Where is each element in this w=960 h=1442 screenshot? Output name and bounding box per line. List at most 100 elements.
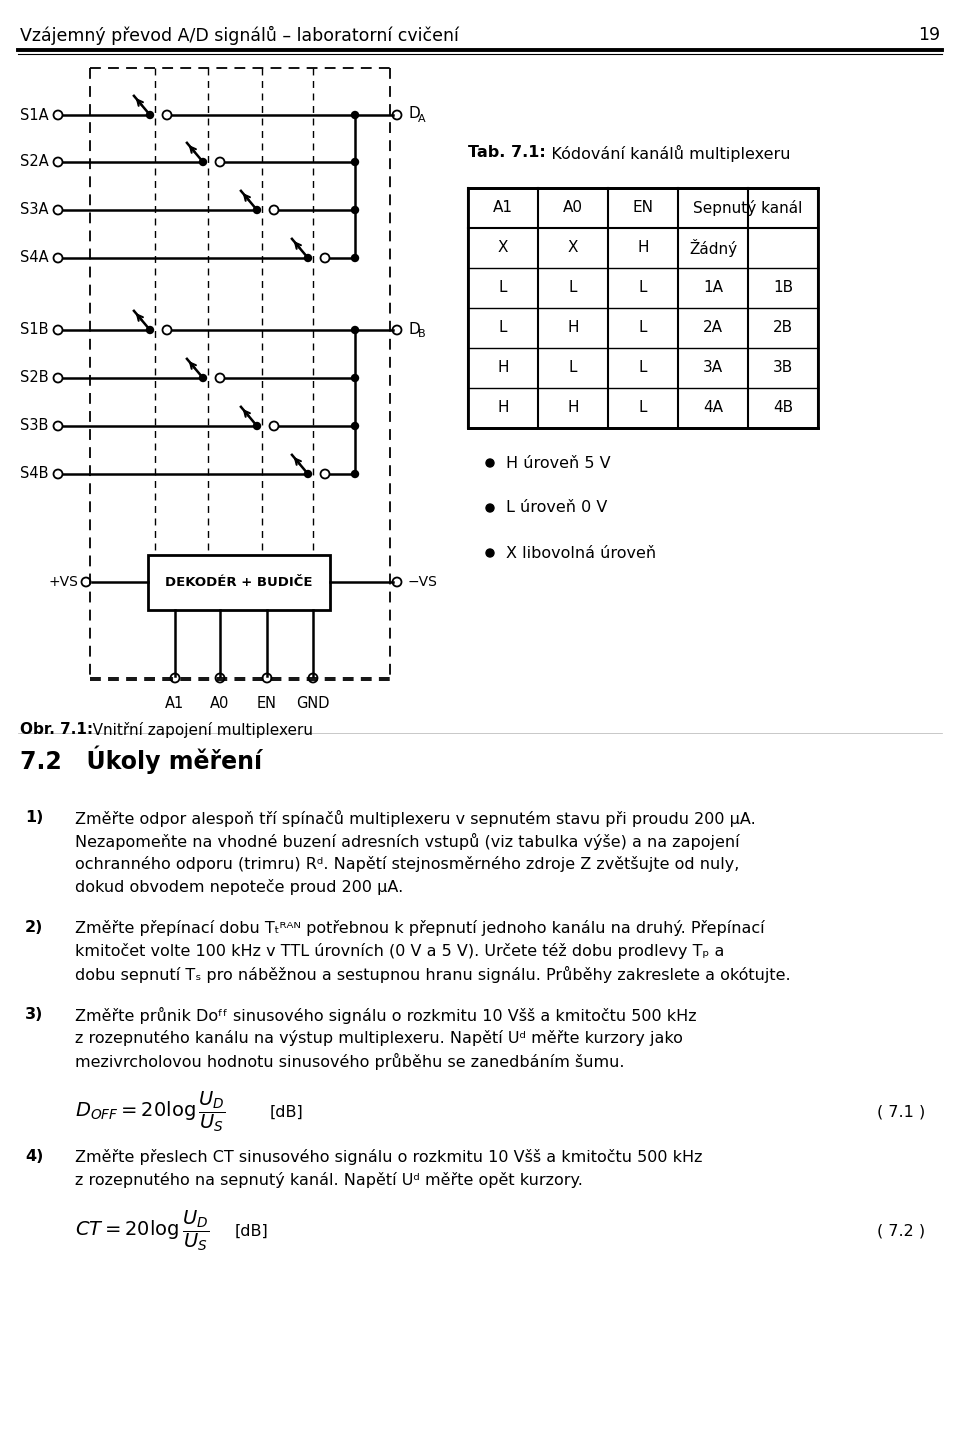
Bar bbox=[148, 555, 330, 610]
Text: L: L bbox=[638, 281, 647, 296]
Text: S4B: S4B bbox=[20, 467, 49, 482]
Text: A0: A0 bbox=[210, 696, 229, 711]
Text: A1: A1 bbox=[493, 200, 513, 215]
Text: Žádný: Žádný bbox=[689, 239, 737, 257]
Text: B: B bbox=[418, 329, 425, 339]
Text: Nezapomeňte na vhodné buzení adresních vstupů (viz tabulka výše) a na zapojení: Nezapomeňte na vhodné buzení adresních v… bbox=[75, 833, 739, 849]
Circle shape bbox=[351, 326, 358, 333]
Text: $CT = 20\log\dfrac{U_D}{U_S}$: $CT = 20\log\dfrac{U_D}{U_S}$ bbox=[75, 1208, 209, 1253]
Text: ( 7.2 ): ( 7.2 ) bbox=[876, 1223, 925, 1239]
Text: S2B: S2B bbox=[20, 371, 49, 385]
Text: X: X bbox=[567, 241, 578, 255]
Text: 4): 4) bbox=[25, 1149, 43, 1164]
Text: DEKODÉR + BUDIČE: DEKODÉR + BUDIČE bbox=[165, 575, 313, 588]
Text: +VS: +VS bbox=[48, 575, 78, 588]
Circle shape bbox=[351, 111, 358, 118]
Text: S4A: S4A bbox=[20, 251, 49, 265]
Text: H úroveň 5 V: H úroveň 5 V bbox=[506, 456, 611, 470]
Text: L: L bbox=[499, 320, 507, 336]
Text: 7.2   Úkoly měření: 7.2 Úkoly měření bbox=[20, 746, 262, 773]
Text: [dB]: [dB] bbox=[270, 1105, 303, 1119]
Text: Tab. 7.1:: Tab. 7.1: bbox=[468, 146, 545, 160]
Bar bbox=[468, 187, 818, 428]
Text: Vnitřní zapojení multiplexeru: Vnitřní zapojení multiplexeru bbox=[78, 722, 313, 738]
Text: L: L bbox=[568, 360, 577, 375]
Text: S1A: S1A bbox=[20, 108, 49, 123]
Text: L: L bbox=[638, 401, 647, 415]
Text: 3): 3) bbox=[25, 1007, 43, 1022]
Text: EN: EN bbox=[257, 696, 277, 711]
Text: GND: GND bbox=[297, 696, 329, 711]
Text: X libovolná úroveň: X libovolná úroveň bbox=[506, 545, 656, 561]
Text: −VS: −VS bbox=[408, 575, 438, 588]
Circle shape bbox=[486, 505, 494, 512]
Text: L: L bbox=[499, 281, 507, 296]
Circle shape bbox=[200, 159, 206, 166]
Circle shape bbox=[351, 206, 358, 213]
Text: L: L bbox=[568, 281, 577, 296]
Circle shape bbox=[253, 423, 260, 430]
Circle shape bbox=[486, 549, 494, 557]
Circle shape bbox=[351, 254, 358, 261]
Text: H: H bbox=[497, 401, 509, 415]
Circle shape bbox=[147, 111, 154, 118]
Text: A0: A0 bbox=[563, 200, 583, 215]
Text: ochranného odporu (trimru) Rᵈ. Napětí stejnosměrného zdroje Z zvětšujte od nuly,: ochranného odporu (trimru) Rᵈ. Napětí st… bbox=[75, 857, 739, 872]
Text: A1: A1 bbox=[165, 696, 184, 711]
Text: 2B: 2B bbox=[773, 320, 793, 336]
Text: dokud obvodem nepoteče proud 200 µA.: dokud obvodem nepoteče proud 200 µA. bbox=[75, 880, 403, 895]
Text: A: A bbox=[418, 114, 425, 124]
Text: z rozepnutého kanálu na výstup multiplexeru. Napětí Uᵈ měřte kurzory jako: z rozepnutého kanálu na výstup multiplex… bbox=[75, 1030, 683, 1045]
Text: Změřte přepínací dobu Tₜᴿᴬᴺ potřebnou k přepnutí jednoho kanálu na druhý. Přepín: Změřte přepínací dobu Tₜᴿᴬᴺ potřebnou k … bbox=[75, 920, 764, 936]
Circle shape bbox=[486, 459, 494, 467]
Text: S1B: S1B bbox=[20, 323, 49, 337]
Text: mezivrcholovou hodnotu sinusového průběhu se zanedbáním šumu.: mezivrcholovou hodnotu sinusového průběh… bbox=[75, 1053, 625, 1070]
Circle shape bbox=[147, 326, 154, 333]
Text: 2A: 2A bbox=[703, 320, 723, 336]
Text: 1): 1) bbox=[25, 810, 43, 825]
Text: $D_{OFF} = 20\log\dfrac{U_D}{U_S}$: $D_{OFF} = 20\log\dfrac{U_D}{U_S}$ bbox=[75, 1090, 226, 1135]
Text: H: H bbox=[567, 401, 579, 415]
Text: S3B: S3B bbox=[20, 418, 48, 434]
Text: S3A: S3A bbox=[20, 202, 49, 218]
Text: 3A: 3A bbox=[703, 360, 723, 375]
Text: Změřte přeslech CT sinusového signálu o rozkmitu 10 Všš a kmitočtu 500 kHz: Změřte přeslech CT sinusového signálu o … bbox=[75, 1149, 703, 1165]
Text: 2): 2) bbox=[25, 920, 43, 934]
Text: kmitočet volte 100 kHz v TTL úrovních (0 V a 5 V). Určete též dobu prodlevy Tₚ a: kmitočet volte 100 kHz v TTL úrovních (0… bbox=[75, 943, 725, 959]
Circle shape bbox=[253, 206, 260, 213]
Text: 1B: 1B bbox=[773, 281, 793, 296]
Text: X: X bbox=[497, 241, 508, 255]
Text: Změřte průnik Dᴏᶠᶠ sinusového signálu o rozkmitu 10 Všš a kmitočtu 500 kHz: Změřte průnik Dᴏᶠᶠ sinusového signálu o … bbox=[75, 1007, 697, 1024]
Text: ( 7.1 ): ( 7.1 ) bbox=[876, 1105, 925, 1119]
Text: [dB]: [dB] bbox=[235, 1223, 269, 1239]
Text: Obr. 7.1:: Obr. 7.1: bbox=[20, 722, 93, 737]
Text: L: L bbox=[638, 320, 647, 336]
Circle shape bbox=[351, 375, 358, 382]
Text: Kódování kanálů multiplexeru: Kódování kanálů multiplexeru bbox=[536, 146, 790, 162]
Text: 19: 19 bbox=[918, 26, 940, 45]
Text: 1A: 1A bbox=[703, 281, 723, 296]
Text: D: D bbox=[408, 322, 420, 336]
Text: 3B: 3B bbox=[773, 360, 793, 375]
Text: H: H bbox=[567, 320, 579, 336]
Circle shape bbox=[304, 470, 311, 477]
Circle shape bbox=[351, 423, 358, 430]
Circle shape bbox=[304, 254, 311, 261]
Text: L úroveň 0 V: L úroveň 0 V bbox=[506, 500, 608, 515]
Circle shape bbox=[351, 470, 358, 477]
Text: Vzájemný převod A/D signálů – laboratorní cvičení: Vzájemný převod A/D signálů – laboratorn… bbox=[20, 26, 459, 45]
Text: Sepnutý kanál: Sepnutý kanál bbox=[693, 200, 803, 216]
Circle shape bbox=[200, 375, 206, 382]
Text: dobu sepnutí Tₛ pro náběžnou a sestupnou hranu signálu. Průběhy zakreslete a okó: dobu sepnutí Tₛ pro náběžnou a sestupnou… bbox=[75, 966, 791, 983]
Text: 4B: 4B bbox=[773, 401, 793, 415]
Text: z rozepnutého na sepnutý kanál. Napětí Uᵈ měřte opět kurzory.: z rozepnutého na sepnutý kanál. Napětí U… bbox=[75, 1172, 583, 1188]
Text: EN: EN bbox=[633, 200, 654, 215]
Text: D: D bbox=[408, 107, 420, 121]
Text: H: H bbox=[637, 241, 649, 255]
Text: S2A: S2A bbox=[20, 154, 49, 170]
Text: H: H bbox=[497, 360, 509, 375]
Text: L: L bbox=[638, 360, 647, 375]
Text: Změřte odpor alespoň tří spínačů multiplexeru v sepnutém stavu při proudu 200 µA: Změřte odpor alespoň tří spínačů multipl… bbox=[75, 810, 756, 828]
Text: 4A: 4A bbox=[703, 401, 723, 415]
Circle shape bbox=[351, 159, 358, 166]
